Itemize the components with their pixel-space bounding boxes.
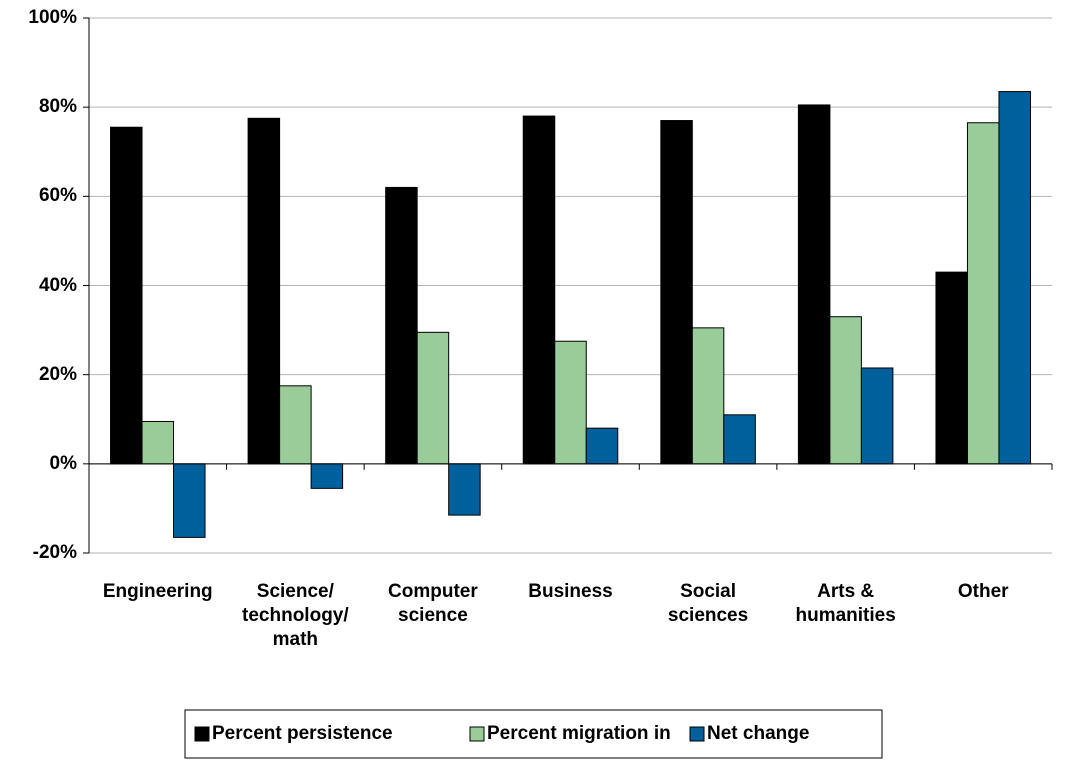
x-tick-label: Engineering [102, 581, 213, 602]
y-tick-label: -20% [32, 542, 77, 563]
y-tick-label: 100% [28, 7, 77, 28]
y-tick-label: 60% [38, 185, 77, 207]
x-tick-label: Computer science [388, 581, 478, 626]
legend-swatch [469, 726, 485, 742]
y-tick-label: 0% [49, 452, 77, 474]
bar [522, 115, 556, 465]
bar [829, 316, 862, 465]
bar [935, 271, 968, 465]
bar [660, 120, 693, 465]
x-tick-label: Social sciences [667, 581, 749, 626]
bar [247, 117, 281, 465]
bar [173, 463, 206, 538]
legend-label: Percent migration in [487, 723, 671, 744]
bar [279, 385, 312, 465]
y-tick-label: 20% [38, 363, 77, 385]
bar [385, 186, 418, 465]
bar [110, 126, 143, 465]
bar [691, 327, 725, 465]
x-tick-label: Arts & humanities [795, 581, 896, 626]
bar [797, 104, 831, 465]
x-tick-label: Other [957, 581, 1009, 602]
x-tick-label: Business [528, 581, 613, 602]
legend-box [184, 709, 883, 759]
y-tick-label: 80% [38, 96, 77, 118]
bar [310, 463, 344, 489]
bar [416, 331, 450, 465]
y-tick-label: 40% [38, 274, 77, 296]
bar [860, 367, 894, 465]
bar [141, 420, 175, 465]
legend-label: Net change [707, 723, 810, 744]
legend-label: Percent persistence [212, 723, 393, 744]
bar [966, 122, 1000, 465]
bar [554, 340, 587, 465]
bar [723, 414, 756, 465]
bar [998, 91, 1031, 465]
bar [448, 463, 481, 516]
x-tick-label: Science/ technology/ math [242, 581, 349, 650]
legend-swatch [194, 726, 210, 742]
bar [585, 427, 619, 465]
legend-swatch [689, 726, 705, 742]
